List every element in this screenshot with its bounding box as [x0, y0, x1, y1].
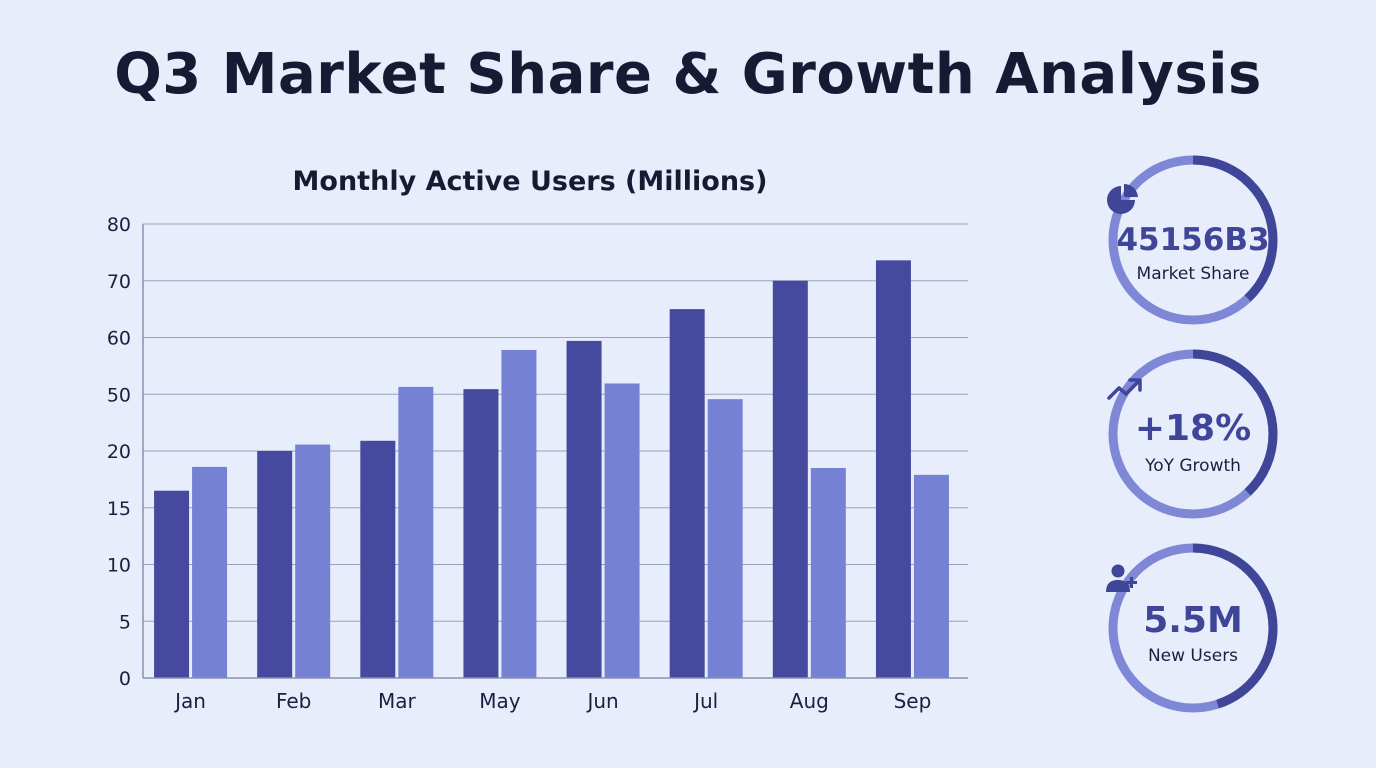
- bar-jun-series-2: [604, 383, 640, 678]
- y-tick-label: 5: [119, 611, 131, 633]
- kpi-label: Market Share: [1136, 264, 1250, 284]
- x-tick-label: Jun: [585, 689, 618, 713]
- x-tick-label: Aug: [790, 689, 829, 713]
- y-tick-label: 50: [107, 384, 131, 406]
- kpi-value: 45156B3: [1116, 222, 1270, 258]
- bar-mar-series-2: [398, 386, 434, 678]
- bar-sep-series-1: [875, 260, 911, 678]
- x-tick-label: Jan: [173, 689, 206, 713]
- progress-ring: [1108, 349, 1278, 519]
- bar-mar-series-1: [360, 440, 396, 678]
- bars: [154, 260, 949, 678]
- kpi-label: New Users: [1147, 646, 1239, 666]
- x-axis-tick-labels: Jan Feb Mar May Jun Jul Aug Sep: [173, 689, 931, 713]
- x-tick-label: Sep: [894, 689, 932, 713]
- bar-jan-series-1: [154, 490, 190, 678]
- y-tick-label: 70: [107, 271, 131, 293]
- x-tick-label: Feb: [276, 689, 311, 713]
- y-tick-label: 60: [107, 328, 131, 350]
- kpi-value: 5.5M: [1143, 600, 1243, 641]
- page-title: Q3 Market Share & Growth Analysis: [114, 42, 1262, 107]
- progress-ring: [1108, 155, 1278, 325]
- x-tick-label: Jul: [692, 689, 718, 713]
- bar-feb-series-1: [257, 451, 293, 678]
- bar-jun-series-1: [566, 340, 602, 678]
- kpi-value: +18%: [1134, 408, 1252, 449]
- y-tick-label: 0: [119, 668, 131, 690]
- y-tick-label: 80: [107, 214, 131, 236]
- kpi-new-users: 5.5M New Users: [1105, 540, 1281, 716]
- progress-ring: [1108, 543, 1278, 713]
- x-tick-label: Mar: [378, 689, 417, 713]
- bar-may-series-1: [463, 389, 499, 678]
- bar-aug-series-2: [810, 468, 846, 678]
- bar-feb-series-2: [295, 444, 331, 678]
- kpi-market-share: 45156B3 Market Share: [1105, 152, 1281, 328]
- bar-jan-series-2: [192, 466, 228, 678]
- bar-jul-series-2: [707, 399, 743, 678]
- kpi-label: YoY Growth: [1145, 456, 1241, 476]
- bar-chart: 0 5 10 15 20 50 60 70 80 Jan Feb Mar May Jun Jul Aug Se…: [107, 214, 968, 713]
- kpi-yoy-growth: +18% YoY Growth: [1105, 346, 1281, 522]
- y-tick-label: 15: [107, 498, 131, 520]
- y-tick-label: 20: [107, 441, 131, 463]
- y-axis-tick-labels: 0 5 10 15 20 50 60 70 80: [107, 214, 131, 690]
- x-tick-label: May: [479, 689, 521, 713]
- bar-jul-series-1: [669, 309, 705, 678]
- chart-title: Monthly Active Users (Millions): [292, 166, 768, 197]
- bar-may-series-2: [501, 349, 537, 678]
- bar-sep-series-2: [913, 474, 949, 678]
- bar-aug-series-1: [772, 280, 808, 678]
- y-tick-label: 10: [107, 555, 131, 577]
